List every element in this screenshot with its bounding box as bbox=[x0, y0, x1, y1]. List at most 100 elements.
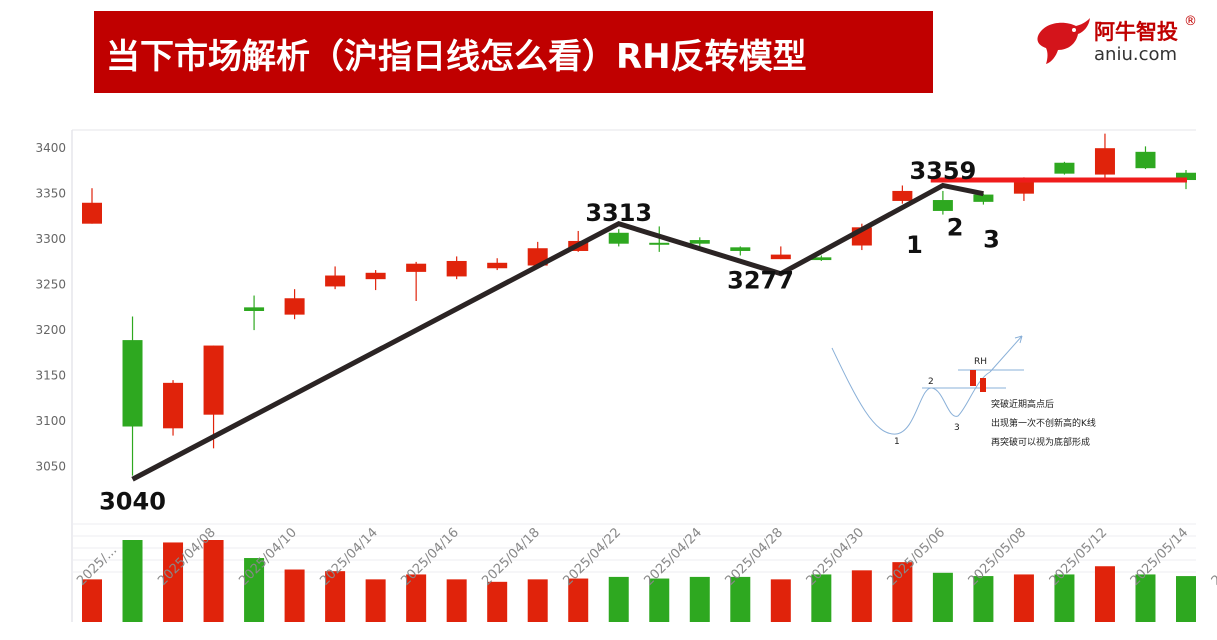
overlay bbox=[131, 177, 1187, 482]
registered-mark: ® bbox=[1184, 14, 1197, 29]
volume-bar bbox=[770, 579, 791, 622]
candle-body bbox=[487, 262, 508, 269]
bull-logo-icon bbox=[1037, 18, 1090, 64]
candle-body bbox=[203, 345, 224, 415]
candle-body bbox=[284, 298, 305, 315]
candle-body bbox=[1176, 172, 1196, 181]
y-tick-label: 3200 bbox=[35, 323, 66, 337]
y-tick-label: 3150 bbox=[35, 369, 66, 383]
logo-url: aniu.com bbox=[1094, 44, 1178, 65]
candle-body bbox=[163, 382, 184, 429]
candle-body bbox=[608, 232, 629, 244]
volume-grid bbox=[72, 523, 1196, 573]
volume-bar bbox=[730, 576, 751, 622]
volume-bar bbox=[892, 562, 913, 622]
candle-body bbox=[730, 247, 751, 251]
plot-frame bbox=[71, 129, 1196, 622]
price-annotation: 3359 bbox=[909, 157, 976, 185]
price-annotation: 1 bbox=[906, 231, 923, 259]
volume-bar bbox=[284, 569, 305, 622]
y-tick-label: 3400 bbox=[35, 141, 66, 155]
price-annotation: 2 bbox=[947, 214, 964, 242]
x-tick-label: 2025/05/16 bbox=[1209, 525, 1217, 589]
candle-body bbox=[811, 257, 832, 261]
volume-bar bbox=[487, 581, 508, 622]
logo-chinese: 阿牛智投 bbox=[1094, 20, 1178, 44]
candle-body bbox=[325, 275, 346, 287]
candle-body bbox=[1135, 151, 1156, 169]
candle-body bbox=[446, 260, 467, 277]
volume-bar bbox=[1013, 574, 1034, 622]
candle-body bbox=[892, 190, 913, 201]
inset-note: 出现第一次不创新高的K线 bbox=[991, 417, 1096, 429]
y-tick-label: 3050 bbox=[35, 460, 66, 474]
candle-body bbox=[244, 307, 265, 311]
volume-bar bbox=[365, 579, 386, 622]
volume-bar bbox=[446, 579, 467, 622]
price-annotation: 3313 bbox=[585, 199, 652, 227]
trend-path bbox=[131, 182, 984, 482]
price-annotation: 3040 bbox=[99, 487, 166, 515]
y-tick-label: 3300 bbox=[35, 232, 66, 246]
volume-bar bbox=[811, 574, 832, 622]
volume-bar bbox=[568, 578, 589, 622]
y-tick-label: 3250 bbox=[35, 278, 66, 292]
brand-logo: 阿牛智投 ® aniu.com bbox=[1034, 14, 1204, 70]
candle-body bbox=[932, 200, 953, 211]
volume-bar bbox=[325, 571, 346, 622]
inset-label-1: 1 bbox=[894, 437, 900, 447]
volume-bar bbox=[1094, 566, 1115, 622]
volume-bar bbox=[649, 578, 670, 622]
x-tick-label: 2025/04/18 bbox=[479, 525, 543, 589]
inset-arrow-line bbox=[989, 335, 1023, 373]
volume-bar bbox=[163, 542, 184, 622]
y-tick-label: 3100 bbox=[35, 414, 66, 428]
candle-body bbox=[365, 272, 386, 280]
candle-body bbox=[973, 194, 994, 202]
volume-bar bbox=[244, 558, 265, 622]
inset-candle-2 bbox=[980, 378, 986, 392]
candle-body bbox=[770, 254, 791, 260]
price-annotation: 3 bbox=[983, 225, 1000, 253]
x-tick-label: 2025/04/28 bbox=[723, 525, 787, 589]
volume-bar bbox=[689, 576, 710, 622]
price-annotation: 3277 bbox=[727, 266, 794, 294]
inset-curve bbox=[831, 347, 991, 435]
inset-note: 再突破可以视为底部形成 bbox=[991, 436, 1090, 448]
volume-bar bbox=[973, 576, 994, 622]
volume-bar bbox=[1176, 576, 1196, 622]
candles bbox=[82, 133, 1196, 476]
candle-body bbox=[82, 202, 102, 224]
inset-label-rh: RH bbox=[974, 357, 987, 367]
volume-bar bbox=[122, 540, 143, 622]
volume-bar bbox=[527, 579, 548, 622]
candle-body bbox=[406, 263, 427, 272]
volume-bar bbox=[82, 579, 102, 622]
volume-bar bbox=[406, 574, 427, 622]
inset-candle-1 bbox=[970, 370, 976, 386]
inset-note: 突破近期高点后 bbox=[991, 398, 1054, 410]
volume-bar bbox=[203, 540, 224, 622]
candle-body bbox=[1054, 162, 1075, 174]
inset-label-3: 3 bbox=[954, 423, 960, 433]
volume-bar bbox=[1135, 574, 1156, 622]
volume-bar bbox=[1054, 574, 1075, 622]
x-axis: 2025/... 2025/04/08 2025/04/10 2025/04/14 20… bbox=[74, 525, 1217, 589]
x-tick-label: 2025/04/16 bbox=[398, 525, 462, 589]
volume-bar bbox=[851, 570, 872, 622]
x-tick-label: 2025/04/14 bbox=[317, 525, 381, 589]
candle-body bbox=[649, 242, 670, 245]
arrow-head-icon bbox=[1014, 335, 1023, 344]
page-title: 当下市场解析（沪指日线怎么看）RH反转模型 bbox=[106, 37, 807, 77]
volume-bar bbox=[608, 576, 629, 622]
y-tick-label: 3350 bbox=[35, 187, 66, 201]
candle-body bbox=[689, 240, 710, 244]
candle-body bbox=[1013, 180, 1034, 194]
volume-bars bbox=[82, 540, 1196, 622]
inset-label-2: 2 bbox=[928, 377, 934, 387]
candle-body bbox=[122, 340, 143, 427]
y-axis: 3050 3100 3150 3200 3250 3300 3350 3400 bbox=[35, 141, 66, 473]
